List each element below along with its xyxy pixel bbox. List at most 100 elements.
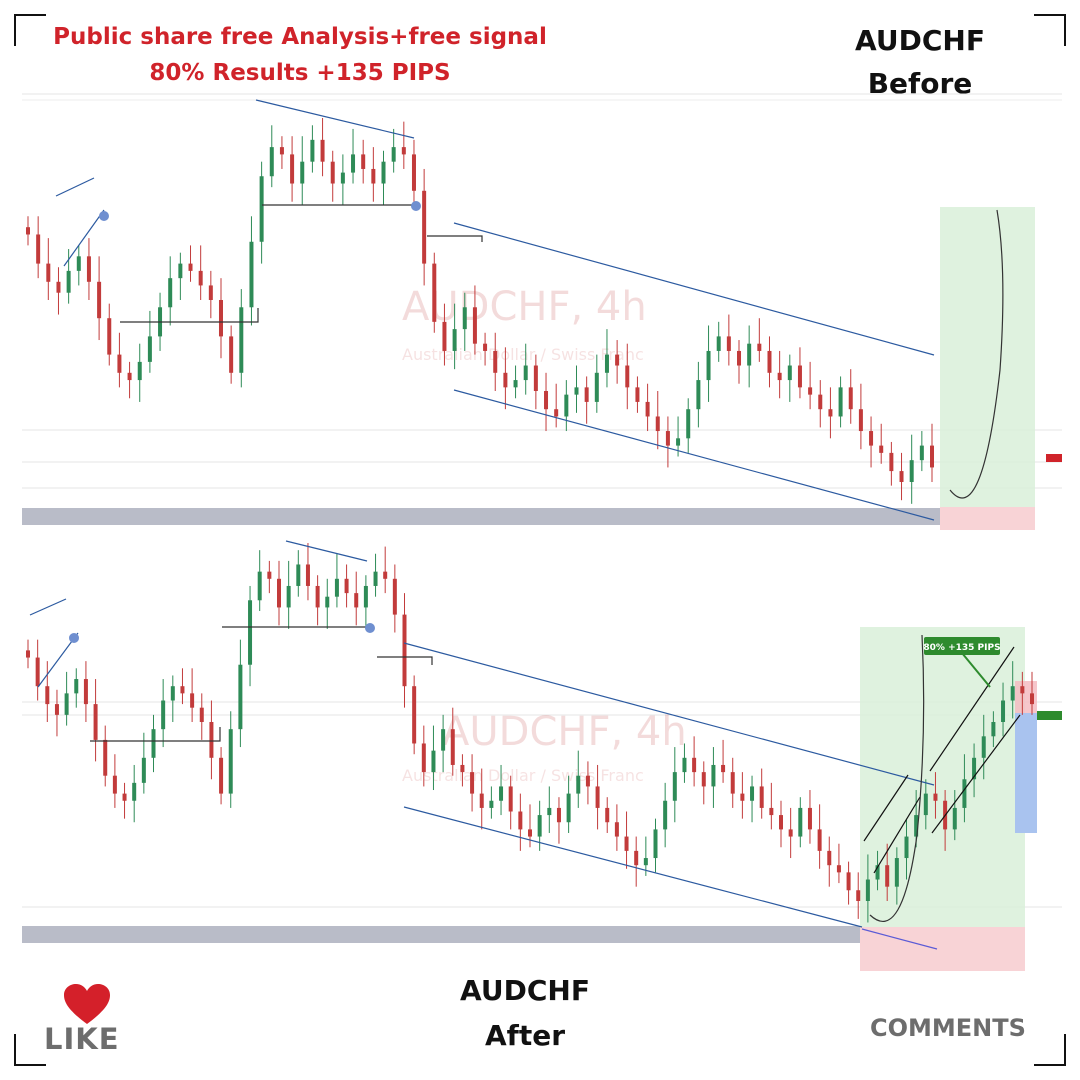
candle bbox=[576, 775, 581, 794]
rally-channel-2b bbox=[931, 714, 1021, 834]
candle bbox=[625, 365, 630, 388]
range-low bbox=[90, 727, 221, 742]
candle bbox=[665, 431, 670, 446]
candle bbox=[340, 172, 345, 184]
candle bbox=[259, 176, 264, 242]
candle bbox=[991, 722, 996, 737]
candle bbox=[180, 686, 185, 694]
candle bbox=[450, 729, 455, 765]
candle bbox=[894, 858, 899, 887]
candle bbox=[566, 793, 571, 823]
candle bbox=[696, 380, 701, 410]
candle bbox=[421, 743, 426, 773]
candle bbox=[107, 318, 112, 355]
candle bbox=[856, 890, 861, 901]
candle bbox=[170, 686, 175, 701]
candle bbox=[218, 300, 223, 337]
candle bbox=[614, 822, 619, 837]
candle bbox=[97, 281, 102, 319]
candle bbox=[229, 336, 234, 373]
like-label[interactable]: LIKE bbox=[44, 1022, 120, 1056]
before-pair: AUDCHF bbox=[855, 24, 985, 57]
candle bbox=[161, 700, 166, 730]
candle bbox=[595, 786, 600, 808]
candle bbox=[952, 807, 957, 830]
candle bbox=[711, 764, 716, 787]
stop-zone bbox=[940, 507, 1035, 530]
candle bbox=[706, 350, 711, 381]
candle bbox=[431, 750, 436, 773]
heart-icon[interactable] bbox=[64, 984, 110, 1026]
trade-label: 80% +135 PIPS bbox=[923, 643, 1000, 653]
candle bbox=[904, 836, 909, 859]
candle bbox=[508, 786, 513, 812]
candle bbox=[523, 365, 528, 381]
retest-box bbox=[427, 235, 483, 242]
candle bbox=[807, 807, 812, 830]
comments-label[interactable]: COMMENTS bbox=[870, 1014, 1026, 1042]
candle bbox=[198, 270, 203, 286]
candle bbox=[452, 329, 457, 351]
break-point-2 bbox=[365, 623, 375, 633]
candle bbox=[76, 256, 81, 271]
candle bbox=[634, 850, 639, 866]
candle bbox=[267, 571, 272, 579]
retest-box bbox=[377, 656, 433, 665]
candle bbox=[411, 154, 416, 191]
candle bbox=[401, 147, 406, 155]
candle bbox=[747, 343, 752, 366]
candle bbox=[300, 161, 305, 184]
entry-target-box bbox=[1015, 713, 1037, 833]
support-band bbox=[22, 926, 860, 943]
candle bbox=[188, 263, 193, 271]
rally-channel-1a bbox=[863, 774, 909, 842]
candle bbox=[848, 387, 853, 410]
frame-corner-top-right bbox=[1034, 14, 1066, 46]
candle bbox=[827, 850, 832, 866]
candle bbox=[460, 764, 465, 773]
candle bbox=[885, 865, 890, 887]
candle bbox=[635, 387, 640, 402]
candle bbox=[909, 460, 914, 482]
candle bbox=[972, 757, 977, 780]
candle bbox=[392, 578, 397, 615]
candle bbox=[615, 354, 620, 366]
frame-corner-top-left bbox=[14, 14, 46, 46]
candle bbox=[740, 793, 745, 801]
candle bbox=[391, 147, 396, 162]
candle bbox=[315, 585, 320, 608]
candle bbox=[74, 679, 79, 694]
candle bbox=[737, 350, 742, 366]
candle bbox=[556, 807, 561, 823]
candle bbox=[35, 657, 40, 687]
candle bbox=[1030, 693, 1034, 705]
candle bbox=[914, 815, 919, 837]
candle bbox=[178, 263, 183, 279]
candle bbox=[344, 578, 349, 594]
label-pointer bbox=[961, 652, 991, 688]
target-zone bbox=[860, 627, 1025, 927]
candle bbox=[869, 431, 874, 446]
candle bbox=[797, 365, 802, 388]
candle bbox=[818, 394, 823, 410]
candle bbox=[493, 350, 498, 373]
candle bbox=[479, 793, 484, 808]
candle bbox=[64, 693, 69, 715]
price-tag bbox=[1046, 454, 1062, 462]
candle bbox=[777, 372, 782, 381]
candle bbox=[574, 387, 579, 395]
candle bbox=[554, 409, 559, 417]
candle bbox=[117, 354, 122, 373]
rally-channel-1b bbox=[873, 796, 921, 874]
candle bbox=[36, 234, 41, 264]
candle bbox=[279, 147, 284, 155]
candles bbox=[26, 543, 1034, 923]
candle bbox=[305, 564, 310, 586]
candle bbox=[564, 394, 569, 417]
candle bbox=[137, 361, 142, 381]
candle bbox=[228, 729, 233, 794]
break-point-1 bbox=[99, 211, 109, 221]
candle bbox=[547, 807, 552, 816]
candle bbox=[1020, 686, 1025, 694]
candle bbox=[354, 593, 359, 608]
